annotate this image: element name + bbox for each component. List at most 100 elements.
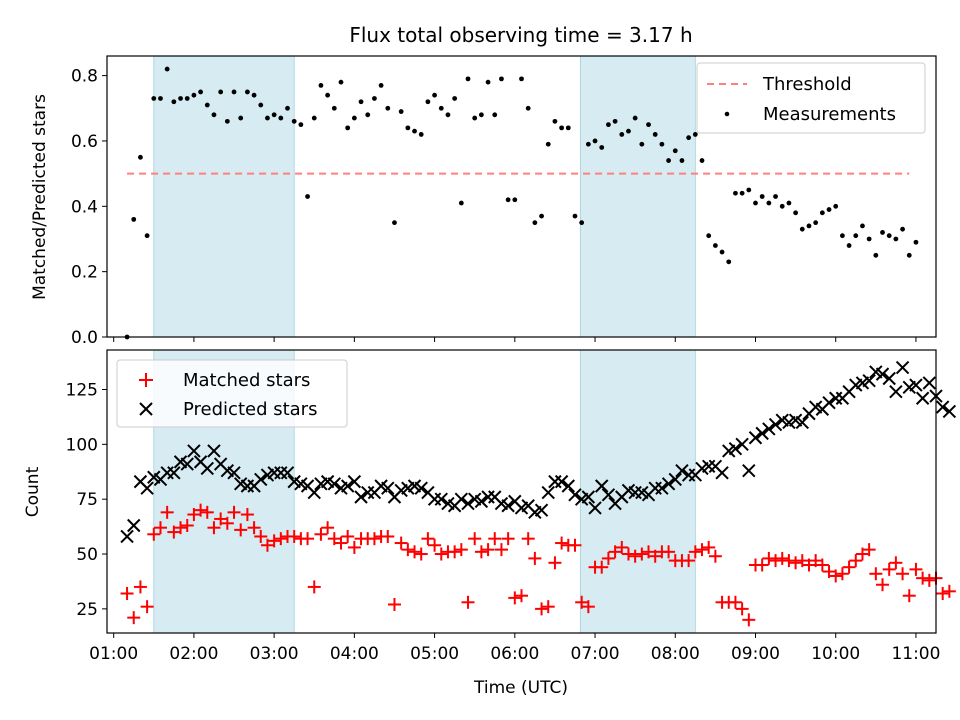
matched-star-point — [314, 527, 328, 541]
predicted-star-point — [307, 485, 321, 500]
predicted-star-point — [120, 529, 134, 544]
measurement-point — [472, 115, 478, 121]
matched-star-point — [367, 532, 381, 546]
x-stroke — [655, 481, 669, 495]
matched-star-point — [849, 554, 863, 568]
matched-star-point — [381, 529, 395, 543]
matched-star-point — [207, 521, 221, 535]
measurement-point — [746, 187, 752, 193]
x-stroke — [300, 479, 315, 493]
predicted-star-point — [548, 474, 562, 489]
measurement-point — [218, 89, 224, 95]
x-stroke — [508, 494, 522, 509]
matched-star-point — [334, 536, 348, 550]
measurement-point — [438, 105, 444, 111]
x-stroke — [207, 444, 221, 458]
matched-star-point — [401, 543, 415, 557]
measurement-point — [886, 233, 892, 239]
x-stroke — [922, 376, 937, 390]
measurement-point — [699, 158, 705, 163]
x-stroke — [621, 483, 636, 498]
predicted-star-point — [254, 472, 268, 487]
measurement-points — [124, 66, 919, 340]
matched-star-point — [842, 560, 856, 574]
measurement-point — [753, 200, 758, 206]
predicted-star-point — [361, 485, 375, 500]
measurement-point — [392, 220, 397, 226]
predicted-star-point — [829, 391, 843, 405]
matched-star-point — [267, 534, 281, 548]
bottom-panel: 25 50 75 100 125 01:00 02:00 03:00 04:00 05:00 06… — [23, 349, 957, 698]
measurement-point — [719, 249, 725, 255]
matched-star-point — [260, 538, 274, 552]
matched-star-point — [642, 545, 656, 559]
matched-star-point — [916, 571, 930, 585]
predicted-star-point — [755, 426, 769, 441]
measurement-point — [164, 66, 170, 72]
matched-star-point — [882, 562, 896, 576]
matched-star-point — [708, 549, 722, 563]
x-tick-label: 02:00 — [169, 644, 218, 664]
legend-predicted-marker — [139, 402, 153, 416]
predicted-star-point — [661, 477, 676, 491]
matched-star-point — [688, 545, 702, 559]
x-stroke — [354, 490, 368, 504]
bottom-legend: Matched stars Predicted stars — [116, 359, 348, 428]
measurement-point — [211, 112, 217, 118]
measurement-point — [666, 158, 671, 163]
matched-star-point — [220, 516, 234, 530]
predicted-star-point — [595, 479, 609, 493]
x-stroke — [501, 499, 515, 513]
predicted-star-point — [935, 400, 950, 414]
measurement-point — [405, 125, 411, 131]
x-stroke — [140, 481, 154, 495]
matched-star-point — [869, 567, 883, 581]
matched-star-point — [528, 551, 542, 565]
matched-star-point — [735, 602, 749, 616]
matched-star-point — [247, 521, 261, 535]
measurement-point — [318, 83, 324, 88]
x-stroke — [180, 457, 194, 471]
predicted-star-point — [327, 477, 342, 491]
measurement-point — [893, 236, 899, 242]
x-stroke — [595, 479, 609, 493]
x-stroke — [675, 463, 689, 478]
x-stroke — [668, 472, 682, 487]
x-stroke — [755, 426, 769, 441]
x-tick-label: 03:00 — [250, 644, 299, 664]
matched-star-point — [742, 613, 756, 627]
predicted-star-point — [875, 367, 890, 381]
bottom-legend-box — [116, 359, 348, 428]
predicted-star-point — [354, 490, 368, 504]
matched-star-point — [468, 532, 482, 546]
measurement-point — [485, 79, 491, 85]
x-stroke — [193, 455, 208, 469]
matched-star-point — [782, 554, 796, 568]
x-stroke — [708, 459, 723, 473]
x-stroke — [601, 488, 616, 502]
measurement-point — [144, 233, 150, 239]
x-stroke — [280, 466, 295, 480]
matched-star-point — [809, 554, 823, 568]
x-stroke — [568, 488, 582, 502]
measurement-point — [799, 226, 805, 232]
x-stroke — [414, 481, 428, 495]
bottom-x-ticks: 01:00 02:00 03:00 04:00 05:00 06:00 07:00 08:00… — [89, 633, 940, 664]
x-stroke — [441, 496, 455, 511]
matched-star-point — [408, 545, 422, 559]
measurement-point — [853, 233, 859, 239]
predicted-star-point — [862, 374, 876, 388]
measurement-point — [826, 207, 832, 212]
predicted-star-point — [461, 496, 475, 511]
matched-star-point — [327, 532, 341, 546]
measurement-point — [305, 194, 310, 199]
measurement-point — [231, 89, 237, 95]
matched-star-point — [575, 595, 589, 609]
predicted-star-point — [200, 461, 214, 476]
measurement-point — [291, 118, 297, 124]
measurement-point — [298, 122, 304, 128]
x-stroke — [167, 466, 181, 480]
matched-star-point — [414, 547, 428, 561]
matched-star-point — [648, 549, 662, 563]
